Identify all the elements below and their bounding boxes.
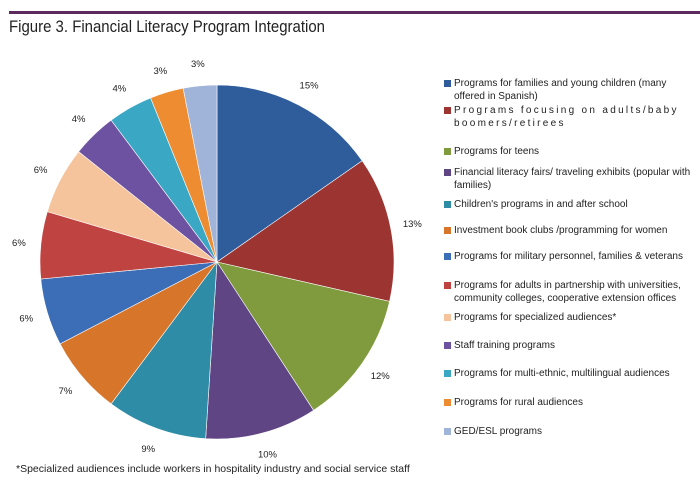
data-label: 4% bbox=[72, 114, 86, 125]
pie-slice bbox=[216, 84, 363, 263]
pie-slice bbox=[216, 160, 395, 302]
legend-swatch bbox=[444, 342, 451, 349]
legend-item: Programs for teens bbox=[444, 145, 694, 158]
legend-item: Programs focusing on adults/baby boomers… bbox=[444, 104, 694, 130]
pie-slice bbox=[216, 261, 390, 411]
legend-item: GED/ESL programs bbox=[444, 425, 694, 438]
legend-swatch bbox=[444, 399, 451, 406]
legend-label: GED/ESL programs bbox=[454, 426, 542, 437]
chart-title: Figure 3. Financial Literacy Program Int… bbox=[9, 17, 325, 36]
data-label: 3% bbox=[191, 59, 205, 70]
data-label: 6% bbox=[12, 238, 26, 249]
legend-item: Financial literacy fairs/ traveling exhi… bbox=[444, 166, 694, 192]
pie-slice bbox=[110, 261, 218, 439]
legend-item: Programs for families and young children… bbox=[444, 77, 694, 103]
data-label: 4% bbox=[112, 84, 126, 95]
footnote: *Specialized audiences include workers i… bbox=[16, 463, 410, 475]
legend-swatch bbox=[444, 148, 451, 155]
data-label: 12% bbox=[371, 371, 391, 382]
legend-swatch bbox=[444, 253, 451, 260]
legend-label: Programs for teens bbox=[454, 146, 540, 157]
pie-slice bbox=[182, 84, 218, 263]
data-label: 13% bbox=[403, 219, 423, 230]
data-label: 15% bbox=[300, 81, 320, 92]
legend-swatch bbox=[444, 282, 451, 289]
data-label: 3% bbox=[154, 66, 168, 77]
legend-label: Children's programs in and after school bbox=[454, 199, 628, 210]
legend-item: Programs for specialized audiences* bbox=[444, 311, 694, 324]
data-label: 7% bbox=[59, 386, 73, 397]
legend-swatch bbox=[444, 107, 451, 114]
legend-item: Children's programs in and after school bbox=[444, 198, 694, 211]
legend-swatch bbox=[444, 428, 451, 435]
legend-swatch bbox=[444, 169, 451, 176]
header-rule bbox=[9, 11, 700, 14]
pie-slice bbox=[205, 261, 314, 440]
legend-label: Financial literacy fairs/ traveling exhi… bbox=[454, 167, 691, 191]
data-label: 6% bbox=[19, 314, 33, 325]
legend-item: Programs for multi-ethnic, multilingual … bbox=[444, 367, 694, 380]
data-label: 6% bbox=[34, 165, 48, 176]
data-label: 9% bbox=[141, 444, 155, 455]
legend-swatch bbox=[444, 370, 451, 377]
legend-swatch bbox=[444, 314, 451, 321]
legend-label: Programs for specialized audiences* bbox=[454, 312, 617, 323]
legend-label: Programs for military personnel, familie… bbox=[454, 251, 683, 262]
legend-label: Programs focusing on adults/baby boomers… bbox=[454, 105, 679, 129]
legend-item: Investment book clubs /programming for w… bbox=[444, 224, 694, 237]
legend-item: Programs for rural audiences bbox=[444, 396, 694, 409]
legend-label: Programs for adults in partnership with … bbox=[454, 280, 681, 304]
legend-swatch bbox=[444, 201, 451, 208]
legend-item: Staff training programs bbox=[444, 339, 694, 352]
legend-label: Programs for families and young children… bbox=[454, 78, 667, 102]
legend-label: Programs for multi-ethnic, multilingual … bbox=[454, 368, 670, 379]
legend-swatch bbox=[444, 227, 451, 234]
legend-label: Programs for rural audiences bbox=[454, 397, 583, 408]
legend-swatch bbox=[444, 80, 451, 87]
legend-label: Investment book clubs /programming for w… bbox=[454, 225, 668, 236]
data-label: 10% bbox=[258, 449, 278, 460]
legend-label: Staff training programs bbox=[454, 340, 555, 351]
legend-item: Programs for adults in partnership with … bbox=[444, 279, 694, 305]
legend-item: Programs for military personnel, familie… bbox=[444, 250, 694, 263]
